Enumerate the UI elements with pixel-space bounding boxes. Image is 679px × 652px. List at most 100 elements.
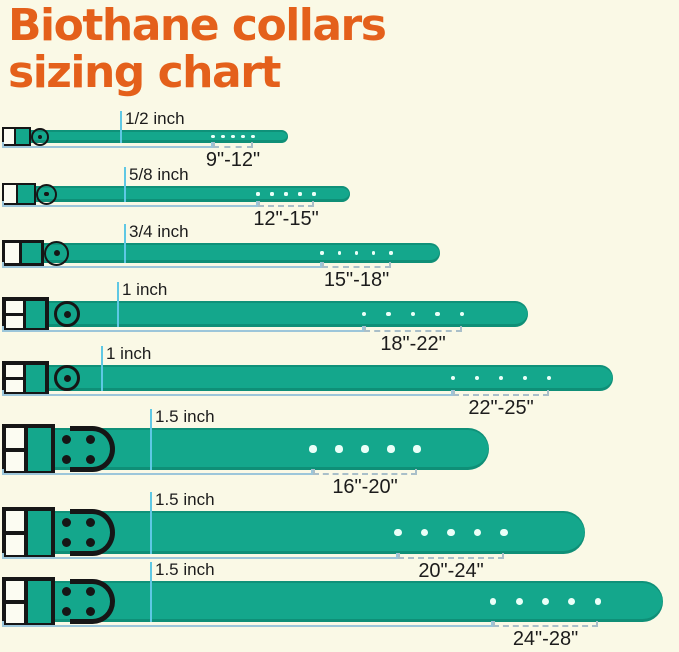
fixed-length-bracket — [2, 262, 322, 268]
collar-hole — [394, 528, 402, 537]
collar-hole — [221, 134, 225, 139]
adjustable-range-bracket — [213, 142, 253, 148]
size-range-label: 9"-12" — [205, 149, 261, 171]
collar-hole — [241, 134, 245, 139]
size-range-label: 12"-15" — [253, 208, 319, 230]
collar-strap — [2, 243, 440, 263]
buckle-center-bar — [6, 531, 24, 535]
buckle-center-bar — [6, 313, 23, 316]
collar-hole — [354, 251, 359, 255]
collar-strap — [2, 301, 528, 327]
collar-hole — [450, 375, 456, 381]
d-ring-icon — [36, 183, 57, 205]
width-label: 1 inch — [122, 280, 168, 299]
fixed-length-bracket — [2, 390, 453, 396]
collar-hole — [410, 311, 416, 317]
size-range-label: 16"-20" — [332, 476, 398, 498]
collar-hole — [542, 598, 549, 605]
ring-pin-dot — [53, 250, 60, 256]
collar-hole — [251, 134, 255, 139]
fixed-length-bracket — [2, 469, 313, 475]
collar-hole — [372, 251, 376, 255]
rivet-dot — [61, 538, 71, 547]
collar-hole — [389, 251, 393, 255]
width-label: 5/8 inch — [129, 165, 189, 184]
width-label: 1 inch — [106, 344, 152, 363]
width-label: 1.5 inch — [155, 560, 215, 579]
ring-pin-dot — [63, 374, 71, 382]
collar-hole — [447, 528, 455, 537]
title-line-2: sizing chart — [8, 47, 281, 98]
collar-hole — [546, 375, 552, 381]
collar-hole — [473, 528, 482, 537]
size-range-label: 24"-28" — [512, 628, 579, 650]
buckle-slot — [5, 243, 22, 263]
collar-hole — [594, 598, 602, 605]
adjustable-range-bracket — [364, 326, 462, 332]
width-tick — [120, 111, 122, 143]
collar-hole — [231, 134, 235, 139]
width-tick — [124, 224, 126, 263]
buckle-slot — [6, 428, 28, 471]
size-range-label: 18"-22" — [380, 333, 446, 355]
ring-pin-dot — [63, 310, 71, 318]
buckle-slot — [6, 365, 26, 392]
d-ring-icon — [70, 509, 115, 556]
rivet-dot — [61, 607, 71, 616]
buckle-frame — [2, 424, 55, 475]
ring-pin-dot — [44, 191, 49, 197]
adjustable-range-bracket — [322, 262, 391, 268]
collar-hole — [500, 528, 508, 537]
collar-hole — [498, 375, 504, 381]
adjustable-range-bracket — [453, 390, 549, 396]
buckle-frame — [2, 240, 44, 266]
collar-hole — [270, 192, 274, 196]
buckle-center-bar — [6, 600, 24, 604]
d-ring-icon — [70, 426, 115, 472]
buckle-slot — [6, 581, 28, 623]
width-tick — [101, 346, 103, 391]
ring-pin-dot — [38, 134, 42, 139]
buckle-center-bar — [6, 377, 23, 380]
collar-hole — [522, 375, 528, 381]
size-range-label: 22"-25" — [468, 397, 534, 419]
collar-hole — [489, 598, 497, 605]
d-ring-icon — [54, 301, 80, 327]
adjustable-range-bracket — [313, 469, 417, 475]
fixed-length-bracket — [2, 621, 493, 627]
width-label: 1.5 inch — [155, 490, 215, 509]
size-range-label: 20"-24" — [418, 560, 484, 582]
collar-hole — [386, 311, 391, 317]
fixed-length-bracket — [2, 142, 213, 148]
title-line-1: Biothane collars — [8, 0, 387, 51]
rivet-dot — [61, 518, 71, 527]
size-range-label: 15"-18" — [323, 269, 390, 291]
adjustable-range-bracket — [258, 201, 314, 207]
buckle-slot — [6, 511, 28, 555]
width-tick — [150, 409, 152, 470]
buckle-frame — [2, 127, 31, 146]
adjustable-range-bracket — [493, 621, 598, 627]
buckle-frame — [2, 183, 36, 205]
collar-hole — [459, 311, 465, 317]
collar-hole — [387, 445, 395, 453]
collar-hole — [309, 445, 317, 453]
collar-strap — [2, 365, 613, 391]
buckle-center-bar — [6, 447, 24, 452]
fixed-length-bracket — [2, 326, 364, 332]
width-tick — [150, 562, 152, 622]
d-ring-icon — [44, 240, 69, 266]
collar-hole — [568, 598, 576, 605]
width-tick — [124, 167, 126, 202]
collar-hole — [435, 311, 440, 317]
width-label: 3/4 inch — [129, 222, 189, 241]
d-ring-icon — [70, 579, 115, 624]
rivet-dot — [61, 434, 71, 444]
buckle-slot — [4, 129, 16, 144]
buckle-frame — [2, 507, 55, 559]
collar-hole — [361, 445, 369, 453]
collar-hole — [420, 528, 429, 537]
collar-strap — [2, 186, 350, 202]
width-label: 1.5 inch — [155, 407, 215, 426]
